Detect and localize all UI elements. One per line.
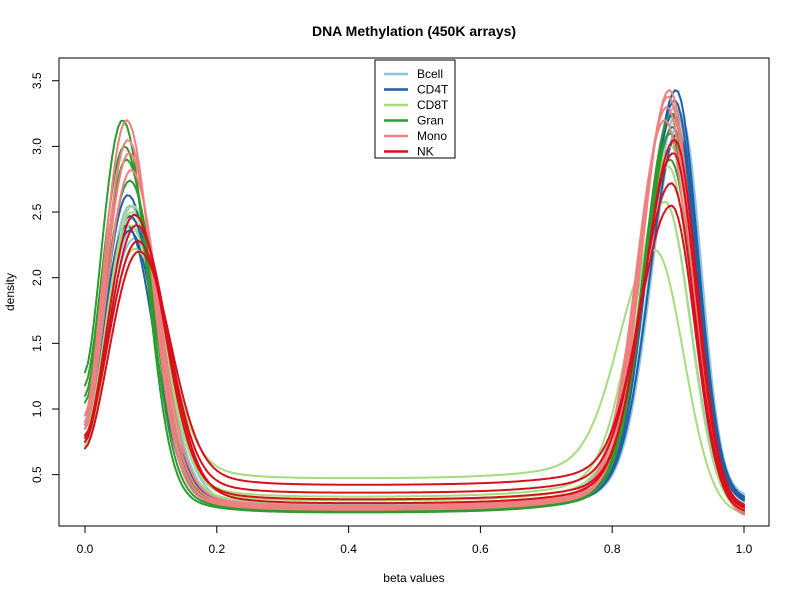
density-line-mono-17 [84, 95, 745, 514]
x-tick-label: 1.0 [736, 542, 753, 556]
y-tick-label: 3.0 [30, 138, 44, 155]
density-line-nk-23 [84, 152, 745, 507]
plot-lines [84, 88, 745, 516]
legend-label-cd8t: CD8T [417, 98, 449, 112]
density-line-mono-18 [84, 106, 745, 512]
y-axis: 0.5 1.0 1.5 2.0 2.5 3.0 3.5 [30, 72, 60, 483]
density-line-nk-21 [84, 182, 745, 509]
chart-title: DNA Methylation (450K arrays) [312, 23, 516, 39]
x-tick-label: 0.2 [208, 542, 225, 556]
y-tick-label: 1.0 [30, 400, 44, 417]
legend-label-nk: NK [417, 145, 434, 159]
y-tick-label: 0.5 [30, 466, 44, 483]
x-tick-label: 0.8 [604, 542, 621, 556]
x-tick-label: 0.0 [77, 542, 94, 556]
x-axis: 0.0 0.2 0.4 0.6 0.8 1.0 [77, 525, 753, 556]
y-axis-label: density [3, 273, 17, 311]
y-tick-label: 2.5 [30, 203, 44, 220]
legend-label-mono: Mono [417, 129, 447, 143]
y-tick-label: 1.5 [30, 335, 44, 352]
legend-label-gran: Gran [417, 114, 444, 128]
x-tick-label: 0.4 [340, 542, 357, 556]
x-tick-label: 0.6 [472, 542, 489, 556]
y-tick-label: 3.5 [30, 72, 44, 89]
y-tick-label: 2.0 [30, 269, 44, 286]
legend-label-cd4t: CD4T [417, 83, 449, 97]
density-line-mono-16 [84, 88, 745, 516]
x-axis-label: beta values [383, 571, 444, 585]
density-line-mono-19 [84, 119, 745, 511]
legend-label-bcell: Bcell [417, 67, 443, 81]
legend-box [374, 59, 456, 159]
